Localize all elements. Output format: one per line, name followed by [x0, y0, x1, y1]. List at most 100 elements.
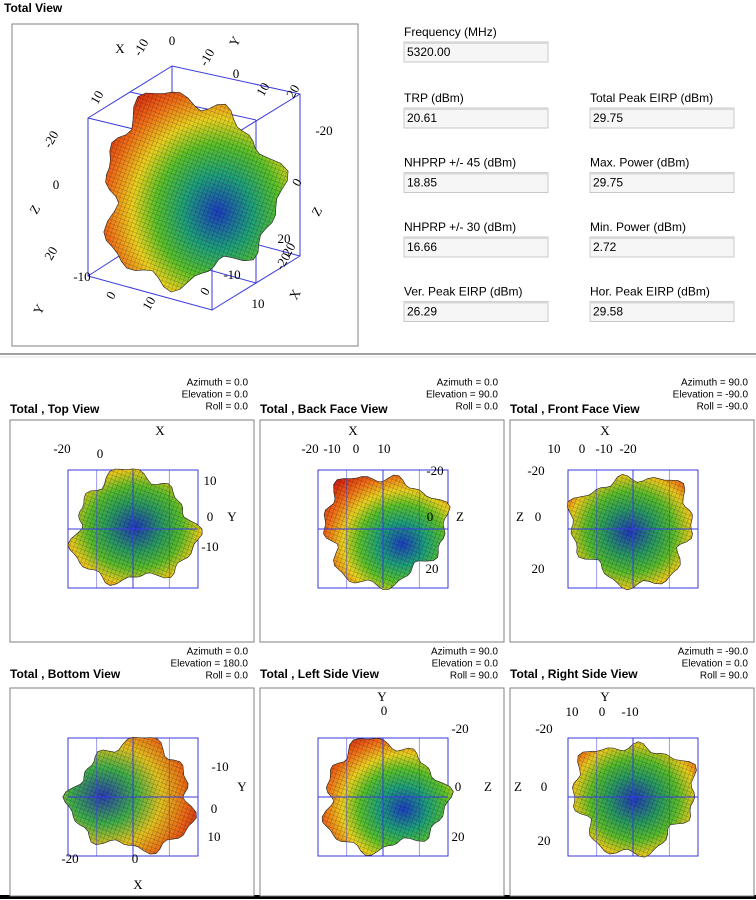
roll-info: Roll = 0.0: [205, 402, 248, 413]
section-title: Total View: [4, 1, 63, 15]
field-label: Hor. Peak EIRP (dBm): [590, 285, 710, 299]
axis-label: 10: [566, 704, 579, 719]
field-label: Min. Power (dBm): [590, 220, 686, 234]
axis-label: -20: [301, 441, 318, 456]
axis-label: 20: [278, 231, 291, 246]
axis-label: 0: [535, 509, 542, 524]
view-panel: Total , Left Side View Azimuth = 90.0Elev…: [259, 647, 505, 897]
axis-label: 0: [599, 704, 606, 719]
axis-label: X: [600, 423, 610, 438]
azimuth-info: Azimuth = 90.0: [681, 378, 748, 389]
axis-label: X: [348, 423, 358, 438]
field-box-edge: [404, 301, 548, 304]
axis-label: 10: [204, 473, 217, 488]
axis-label: 0: [353, 441, 360, 456]
axis-label: 20: [538, 833, 551, 848]
view-panel: Total , Bottom View Azimuth = 0.0Elevatio…: [9, 647, 255, 897]
field-box-edge: [404, 108, 548, 110]
field-value: 29.75: [593, 111, 623, 125]
axis-label: 10: [208, 829, 221, 844]
axis-label: 10: [253, 80, 272, 99]
axis-label: Z: [516, 509, 524, 524]
axis-label: -20: [535, 721, 552, 736]
elevation-info: Elevation = 0.0: [182, 390, 249, 401]
pattern-mesh: [323, 475, 451, 590]
axis-label: Z: [456, 509, 464, 524]
axis-label: -10: [323, 441, 340, 456]
field-box-edge: [404, 172, 548, 175]
elevation-info: Elevation = 180.0: [170, 659, 248, 670]
axis-label: 0: [169, 33, 176, 48]
axis-label: 10: [378, 441, 391, 456]
azimuth-info: Azimuth = 0.0: [187, 378, 249, 389]
axis-label: Z: [484, 779, 492, 794]
axis-label: -10: [621, 704, 638, 719]
roll-info: Roll = 0.0: [205, 671, 248, 682]
field-value: 20.61: [407, 111, 437, 125]
view-title: Total , Front Face View: [510, 402, 640, 416]
pattern-mesh: [103, 92, 289, 293]
field-label: Ver. Peak EIRP (dBm): [404, 285, 523, 299]
radiation-pattern-3d: [103, 91, 289, 293]
field-label: NHPRP +/- 30 (dBm): [404, 220, 516, 234]
field-label: NHPRP +/- 45 (dBm): [404, 156, 516, 170]
view-title: Total , Bottom View: [10, 667, 121, 681]
axis-label: 20: [283, 82, 302, 101]
elevation-info: Elevation = 0.0: [432, 659, 499, 670]
view-title: Total , Left Side View: [260, 667, 380, 681]
axis-label: 0: [207, 509, 214, 524]
field-value: 2.72: [593, 240, 617, 254]
field-label: TRP (dBm): [404, 91, 464, 105]
axis-label: X: [155, 423, 165, 438]
axis-label: -20: [619, 441, 636, 456]
axis-label: 0: [541, 779, 548, 794]
roll-info: Roll = 90.0: [450, 671, 499, 682]
axis-label: 10: [548, 441, 561, 456]
view-title: Total , Back Face View: [260, 402, 388, 416]
view-title: Total , Right Side View: [510, 667, 638, 681]
pattern-mesh: [572, 741, 697, 858]
axis-label: -10: [211, 759, 228, 774]
axis-label: 10: [252, 296, 265, 311]
axis-label: Z: [514, 779, 522, 794]
pattern-mesh: [67, 468, 203, 586]
field-value: 29.58: [593, 305, 623, 319]
elevation-info: Elevation = 90.0: [426, 390, 498, 401]
axis-label: Y: [237, 779, 247, 794]
axis-label: -10: [223, 267, 240, 282]
axis-label: 20: [41, 244, 60, 263]
azimuth-info: Azimuth = 90.0: [431, 647, 498, 658]
field-box-edge: [404, 237, 548, 239]
axis-label: 20: [279, 240, 298, 259]
field-value: 16.66: [407, 240, 437, 254]
axis-label: Y: [377, 689, 387, 704]
axis-label: 0: [97, 446, 104, 461]
axis-label: 0: [53, 177, 60, 192]
field-box-edge: [590, 237, 734, 239]
axis-label: 20: [452, 829, 465, 844]
axis-label: -10: [595, 441, 612, 456]
field-box-edge: [590, 301, 734, 304]
azimuth-info: Azimuth = -90.0: [678, 647, 749, 658]
azimuth-info: Azimuth = 0.0: [187, 647, 249, 658]
axis-label: 0: [579, 441, 586, 456]
field-label: Total Peak EIRP (dBm): [590, 91, 713, 105]
field-value: 29.75: [593, 176, 623, 190]
axis-label: 20: [532, 561, 545, 576]
axis-label: 10: [87, 88, 106, 107]
axis-label: 0: [381, 703, 388, 718]
axis-label: 0: [233, 66, 240, 81]
field-value: 18.85: [407, 176, 437, 190]
axis-label: -20: [527, 463, 544, 478]
roll-info: Roll = 90.0: [700, 671, 749, 682]
axis-label: X: [133, 877, 143, 892]
axis-label: -20: [451, 721, 468, 736]
axis-label: 0: [427, 509, 434, 524]
field-value: 26.29: [407, 305, 437, 319]
field-box-edge: [404, 42, 548, 44]
axis-label: 0: [132, 851, 139, 866]
field-label: Max. Power (dBm): [590, 156, 689, 170]
roll-info: Roll = -90.0: [697, 402, 749, 413]
